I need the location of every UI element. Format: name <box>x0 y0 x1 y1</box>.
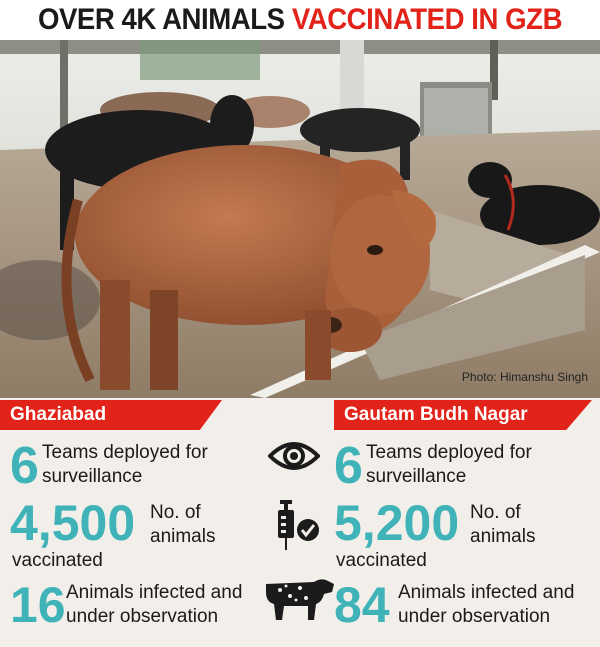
gbn-infected-label-2: under observation <box>398 606 551 627</box>
headline-part2: VACCINATED IN GZB <box>291 3 563 36</box>
ghaziabad-infected-label-1: Animals infected and <box>66 582 243 603</box>
gbn-vaccinated-label-3: vaccinated <box>336 550 427 571</box>
gbn-teams-value: 6 <box>334 437 363 495</box>
photo-credit: Photo: Himanshu Singh <box>461 370 588 384</box>
gbn-infected-label-1: Animals infected and <box>398 582 575 603</box>
region-tag-ghaziabad: Ghaziabad <box>0 400 222 430</box>
ghaziabad-teams-value: 6 <box>10 437 39 495</box>
ghaziabad-vaccinated-label-2: animals <box>150 526 216 547</box>
ghaziabad-teams-label-2: surveillance <box>42 466 143 487</box>
ghaziabad-vaccinated-label-1: No. of <box>150 502 201 523</box>
headline-part1: OVER 4K ANIMALS <box>37 3 285 36</box>
ghaziabad-vaccinated-label-3: vaccinated <box>12 550 103 571</box>
gbn-vaccinated-label-2: animals <box>470 526 536 547</box>
gbn-teams-label-1: Teams deployed for <box>366 442 532 463</box>
gbn-vaccinated-value: 5,200 <box>334 495 460 551</box>
ghaziabad-infected-label-2: under observation <box>66 606 219 627</box>
cattle-shed-photo <box>0 40 600 398</box>
ghaziabad-infected-value: 16 <box>10 577 66 633</box>
headline: OVER 4K ANIMALS VACCINATED IN GZB <box>24 0 576 40</box>
gbn-teams-label-2: surveillance <box>366 466 467 487</box>
cow-icon <box>266 579 334 620</box>
eye-icon <box>268 442 320 470</box>
ghaziabad-teams-label-1: Teams deployed for <box>42 442 208 463</box>
gbn-infected-value: 84 <box>334 577 390 633</box>
syringe-check-icon <box>278 500 319 550</box>
region-tag-gautam-budh-nagar: Gautam Budh Nagar <box>334 400 592 430</box>
gbn-vaccinated-label-1: No. of <box>470 502 521 523</box>
ghaziabad-vaccinated-value: 4,500 <box>10 495 136 551</box>
